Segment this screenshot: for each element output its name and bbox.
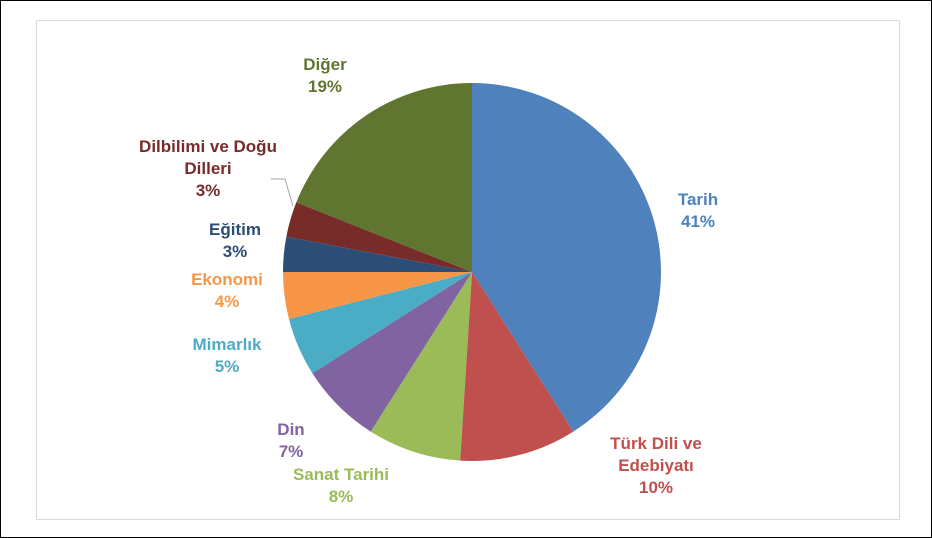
pie-slice [370,272,472,461]
value-label: 19% [307,77,343,96]
value-label: 41% [680,212,716,231]
category-label: Eğitim [209,220,261,239]
category-label: Diğer [303,55,347,74]
data-label: Diğer 19% [285,54,365,98]
category-label: Ekonomi [191,270,263,289]
data-label: Eğitim 3% [185,219,285,263]
pie-slice [286,202,472,272]
pie-slice [288,272,472,374]
data-label: Tarih 41% [658,189,738,233]
category-label: Din [277,420,305,439]
data-label: Mimarlık 5% [167,334,287,378]
value-label: 3% [195,181,221,200]
pie-slice [472,83,661,432]
data-label: Ekonomi 4% [167,269,287,313]
data-label: Dilbilimi ve Doğu Dilleri 3% [133,136,283,202]
data-label: Türk Dili ve Edebiyatı 10% [586,433,726,499]
leader-line [271,178,294,207]
pie-slice [460,272,574,461]
value-label: 10% [638,478,674,497]
pie-slice [283,236,472,272]
pie-slice [312,272,472,432]
value-label: 5% [214,357,240,376]
category-label: Tarih [677,190,719,209]
value-label: 3% [222,242,248,261]
category-label: Mimarlık [192,335,262,354]
value-label: 8% [328,487,354,506]
data-label: Sanat Tarihi 8% [271,464,411,508]
pie-slice [283,272,472,320]
value-label: 4% [214,292,240,311]
data-label: Din 7% [251,419,331,463]
category-label: Dilbilimi ve Doğu Dilleri [139,137,277,178]
chart-area [36,20,900,520]
value-label: 7% [278,442,304,461]
category-label: Sanat Tarihi [292,465,390,484]
pie-slice [296,83,472,272]
category-label: Türk Dili ve Edebiyatı [610,434,702,475]
